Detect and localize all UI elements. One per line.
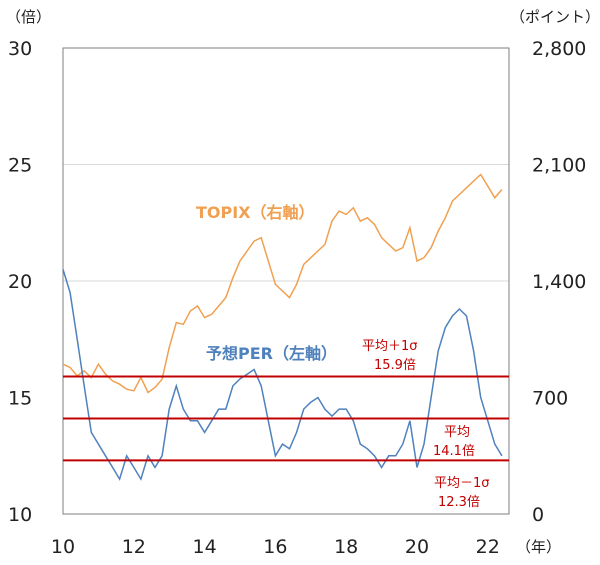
right-tick-label: 0	[532, 504, 544, 526]
left-tick-label: 15	[8, 388, 32, 410]
left-tick-label: 10	[8, 504, 32, 526]
plot-frame	[62, 47, 510, 515]
x-tick-label: 16	[263, 536, 287, 558]
x-tick-label: 14	[192, 536, 216, 558]
plus-sigma-value: 15.9倍	[374, 358, 416, 373]
plus-sigma-label: 平均＋1σ	[362, 339, 418, 354]
x-tick-label: 12	[122, 536, 146, 558]
gridlines	[63, 164, 509, 282]
reference-lines	[63, 375, 509, 462]
right-tick-label: 2,100	[532, 155, 586, 177]
left-tick-label: 25	[8, 155, 32, 177]
x-tick-label: 20	[405, 536, 429, 558]
left-axis-unit: （倍）	[6, 8, 51, 26]
left-axis-ticks: 10 15 20 25 30	[8, 38, 32, 526]
x-axis-unit: （年）	[516, 538, 561, 556]
topix-series-label: TOPIX（右軸）	[196, 203, 315, 222]
left-tick-label: 30	[8, 38, 32, 60]
x-tick-label: 22	[476, 536, 500, 558]
right-axis-ticks: 0 700 1,400 2,100 2,800	[532, 38, 586, 526]
right-tick-label: 700	[532, 388, 568, 410]
per-series-line	[62, 269, 503, 481]
minus-sigma-label: 平均－1σ	[434, 476, 490, 491]
left-tick-label: 20	[8, 271, 32, 293]
right-tick-label: 1,400	[532, 271, 586, 293]
x-tick-label: 18	[334, 536, 358, 558]
x-axis-ticks: 10 12 14 16 18 20 22	[51, 536, 500, 558]
mean-label: 平均	[444, 425, 470, 440]
topix-series-line	[62, 173, 503, 394]
mean-value: 14.1倍	[433, 444, 475, 459]
x-tick-label: 10	[51, 536, 75, 558]
right-tick-label: 2,800	[532, 38, 586, 60]
right-axis-unit: （ポイント）	[510, 8, 600, 26]
per-series-label: 予想PER（左軸）	[206, 344, 337, 363]
minus-sigma-value: 12.3倍	[438, 495, 480, 510]
